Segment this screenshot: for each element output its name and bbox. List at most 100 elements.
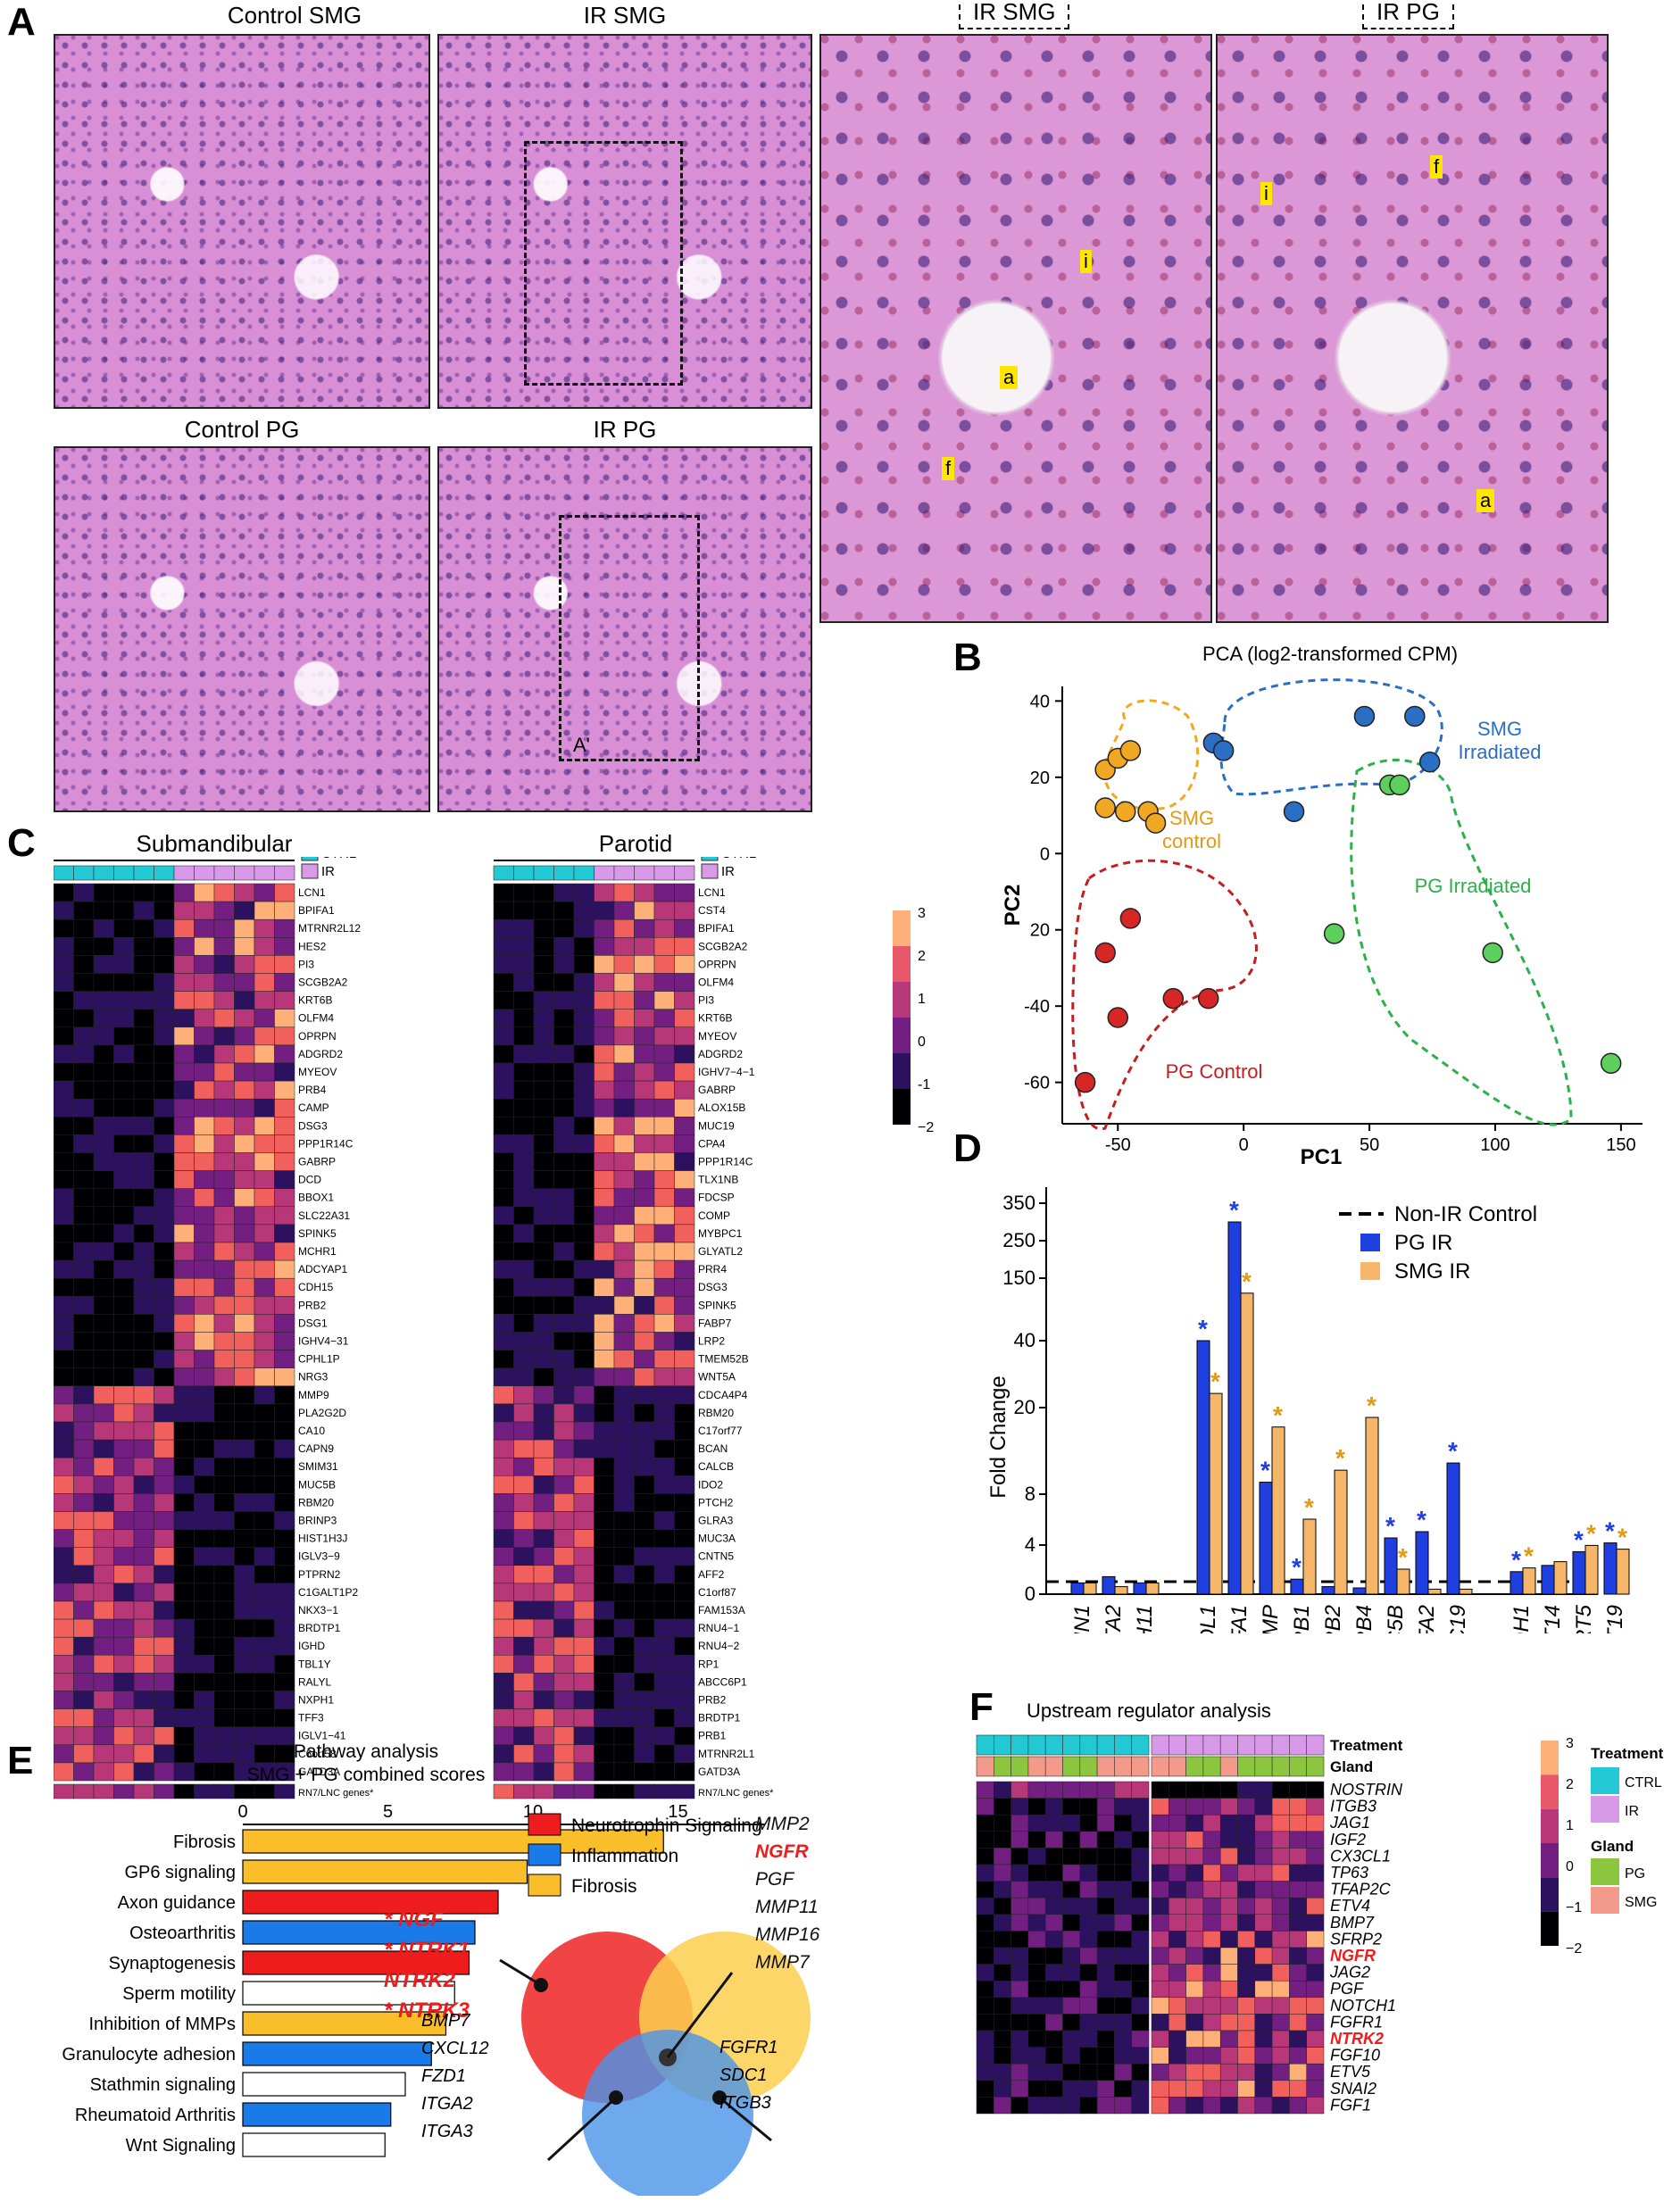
heatmap-cell <box>173 1493 195 1512</box>
heatmap-cell <box>594 1206 615 1226</box>
scale-swatch <box>893 946 911 982</box>
heatmap-cell <box>213 1026 235 1046</box>
upstream-gene-label: TFAP2C <box>1330 1881 1392 1899</box>
heatmap-cell <box>573 1152 595 1171</box>
heatmap-cell <box>154 1529 175 1548</box>
heatmap-cell <box>513 1170 535 1189</box>
sig-star: * <box>1586 1519 1596 1547</box>
heatmap-cell <box>73 1134 95 1153</box>
upstream-title: Upstream regulator analysis <box>1027 1699 1271 1722</box>
heatmap-cell <box>133 1618 154 1638</box>
heatmap-cell <box>73 1744 95 1764</box>
treatment-annotation <box>1219 1734 1238 1756</box>
heatmap-cell <box>533 1062 554 1082</box>
heatmap-cell <box>674 1762 695 1782</box>
heatmap-cell <box>254 1188 275 1208</box>
gene-label: GATD3A <box>298 1766 340 1778</box>
heatmap-cell <box>1289 2063 1307 2082</box>
heatmap-cell <box>154 1188 175 1208</box>
heatmap-cell <box>173 1080 195 1100</box>
heatmap-cell <box>553 1242 575 1261</box>
heatmap-cell <box>674 1080 695 1100</box>
heatmap-cell <box>274 1529 295 1548</box>
heatmap-cell <box>173 1224 195 1243</box>
heatmap-cell <box>573 1134 595 1153</box>
heatmap-cell <box>73 991 95 1010</box>
heatmap-cell <box>274 1511 295 1530</box>
heatmap-cell <box>274 1117 295 1135</box>
heatmap-cell <box>1044 1997 1063 2015</box>
heatmap-cell <box>274 1134 295 1153</box>
heatmap-cell <box>634 1565 655 1584</box>
heatmap-cell <box>154 1242 175 1261</box>
heatmap-cell <box>553 1314 575 1333</box>
pca-point <box>1074 1071 1096 1093</box>
gene-label: FDCSP <box>698 1192 735 1204</box>
heatmap-cell <box>234 1618 255 1638</box>
heatmap-cell <box>194 1188 215 1208</box>
heatmap-cell <box>994 1947 1011 1965</box>
heatmap-cell <box>613 1673 635 1691</box>
heatmap-cell <box>674 1655 695 1674</box>
heatmap-cell <box>73 1475 95 1494</box>
heatmap-cell <box>553 973 575 992</box>
heatmap-cell <box>613 1009 635 1028</box>
heatmap-cell <box>93 1170 114 1189</box>
heatmap-cell <box>113 1673 135 1691</box>
heatmap-cell <box>553 1493 575 1512</box>
heatmap-cell <box>194 1493 215 1512</box>
heatmap-cell <box>493 1009 514 1028</box>
heatmap-cell <box>254 1277 275 1297</box>
scale-swatch <box>1541 1877 1559 1912</box>
heatmap-cell <box>493 1188 514 1208</box>
heatmap-cell <box>573 1726 595 1746</box>
heatmap-cell <box>1062 1864 1081 1882</box>
gene-label: BBOX1 <box>298 1192 334 1204</box>
heatmap-cell <box>1114 1781 1132 1799</box>
heatmap-cell <box>194 1044 215 1064</box>
heatmap-cell <box>1151 1947 1169 1965</box>
heatmap-cell <box>573 1332 595 1350</box>
heatmap-cell <box>674 1673 695 1691</box>
heatmap-cell <box>1289 1798 1307 1816</box>
heatmap-cell <box>493 901 514 920</box>
heatmap-cell <box>1202 1964 1221 1982</box>
heatmap-cell <box>513 1547 535 1566</box>
heatmap-cell <box>73 1188 95 1208</box>
heatmap-cell <box>1271 2097 1290 2115</box>
heatmap-cell <box>1079 1781 1098 1799</box>
heatmap-cell <box>594 1259 615 1279</box>
heatmap-cell <box>674 1367 695 1387</box>
sig-star: * <box>1574 1525 1584 1553</box>
heatmap-cell <box>594 1511 615 1530</box>
heatmap-cell <box>674 1242 695 1261</box>
heatmap-cell <box>234 991 255 1010</box>
heatmap-cell <box>93 1277 114 1297</box>
heatmap-cell <box>976 1914 994 1932</box>
pca-title: PCA (log2-transformed CPM) <box>1202 643 1458 665</box>
heatmap-cell <box>994 1997 1011 2015</box>
heatmap-cell <box>213 973 235 992</box>
heatmap-cell <box>93 1009 114 1028</box>
heatmap-cell <box>1131 2080 1150 2098</box>
pca-point <box>1197 987 1219 1010</box>
heatmap-cell <box>194 1421 215 1441</box>
pca-ylabel: PC2 <box>1001 885 1025 927</box>
heatmap-cell <box>594 1655 615 1674</box>
heatmap-cell <box>1010 1848 1029 1865</box>
heatmap-cell <box>674 1708 695 1727</box>
heatmap-cell <box>213 1367 235 1387</box>
pca-point <box>1212 740 1235 761</box>
heatmap-cell <box>73 1009 95 1028</box>
heatmap-cell <box>1169 1798 1186 1816</box>
heatmap-cell <box>634 973 655 992</box>
heatmap-cell <box>674 901 695 920</box>
heatmap-cell <box>594 1117 615 1135</box>
bar-pg-ir <box>1321 1586 1335 1595</box>
heatmap-cell <box>613 1618 635 1638</box>
heatmap-cell <box>254 1583 275 1602</box>
heatmap-cell <box>154 1044 175 1064</box>
inset-label: A' <box>573 734 590 756</box>
treatment-annotation <box>1271 1734 1290 1756</box>
heatmap-cell <box>1010 2047 1029 2065</box>
